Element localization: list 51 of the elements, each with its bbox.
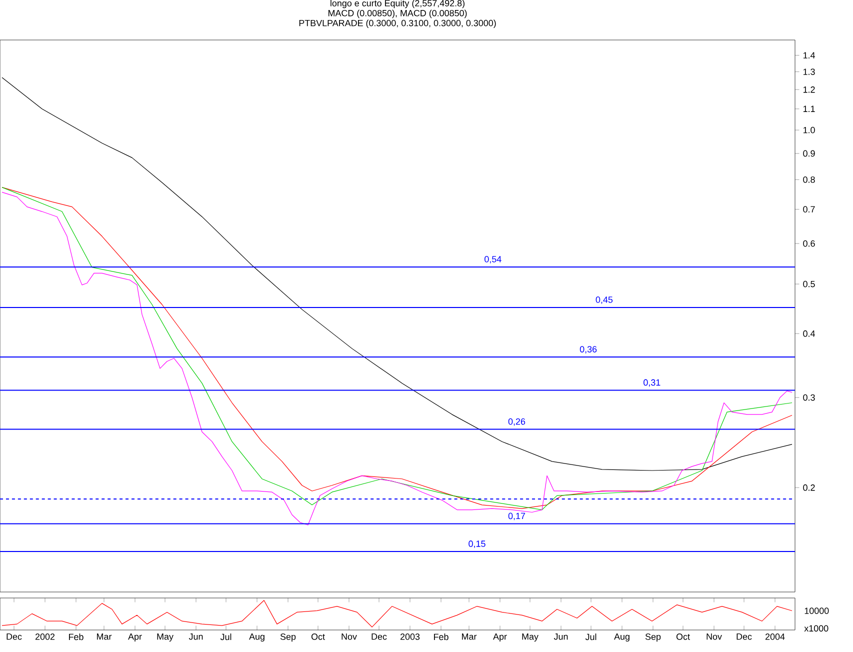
x-tick-label: Oct <box>311 634 325 640</box>
x-tick-label: Feb <box>69 634 84 640</box>
ref-line-label: 0,26 <box>508 418 526 426</box>
x-tick-label: May <box>522 634 538 642</box>
y-tick-label: 0.9 <box>803 150 815 157</box>
text: x1000 <box>804 625 828 632</box>
x-tick-label: Sep <box>280 634 296 642</box>
y-tick-label: 1.4 <box>803 52 815 58</box>
x-tick-label: Feb <box>434 634 448 640</box>
x-tick-label: Jul <box>585 634 596 640</box>
x-tick-label: Dec <box>372 634 387 640</box>
x-tick-label: Aug <box>249 634 264 642</box>
y-tick-label: 0.2 <box>803 484 815 491</box>
y-tick-label: 1.0 <box>803 126 815 134</box>
y-tick-label: 0.3 <box>803 394 815 401</box>
y-tick-label: 1.1 <box>803 106 815 112</box>
x-tick-label: 2002 <box>35 634 55 640</box>
ref-line-label: 0,54 <box>484 256 502 264</box>
ref-line-label: 0,36 <box>580 346 597 354</box>
ref-line-label: 0,15 <box>468 540 486 548</box>
x-tick-label: Jul <box>220 634 232 640</box>
y-tick-label: 0.5 <box>803 280 815 288</box>
y-tick-label: 1.2 <box>803 86 815 93</box>
x-tick-label: Dec <box>6 634 22 640</box>
x-tick-label: Dec <box>736 634 752 640</box>
x-tick-label: Oct <box>676 634 690 640</box>
text: 10000 <box>804 608 829 614</box>
text: MACD (0.00850), MACD (0.00850) <box>328 10 467 18</box>
x-tick-label: Nov <box>342 634 357 640</box>
x-tick-label: May <box>157 634 174 642</box>
y-tick-label: 1.3 <box>803 68 815 75</box>
y-tick-label: 0.4 <box>803 330 815 337</box>
x-tick-label: Nov <box>706 634 722 640</box>
x-tick-label: Mar <box>462 634 477 640</box>
x-tick-label: 2003 <box>400 634 420 640</box>
x-tick-label: Apr <box>128 634 142 642</box>
y-tick-label: 0.7 <box>803 206 815 212</box>
x-tick-label: Apr <box>493 634 507 642</box>
text: PTBVLPARADE (0.3000, 0.3100, 0.3000, 0.3000) <box>299 20 496 28</box>
ref-line-label: 0,31 <box>644 379 660 387</box>
x-tick-label: Mar <box>97 634 112 640</box>
x-tick-label: Sep <box>645 634 661 642</box>
ref-line-label: 0,17 <box>508 512 526 520</box>
x-tick-label: 2004 <box>765 634 785 640</box>
text: longo e curto Equity (2,557,492.8) <box>330 0 464 8</box>
ref-line-label: 0,45 <box>596 296 613 304</box>
x-tick-label: Jun <box>188 634 203 640</box>
y-tick-label: 0.8 <box>803 176 815 183</box>
x-tick-label: Aug <box>614 634 630 642</box>
x-tick-label: Jun <box>554 634 568 640</box>
y-tick-label: 0.6 <box>803 240 815 247</box>
